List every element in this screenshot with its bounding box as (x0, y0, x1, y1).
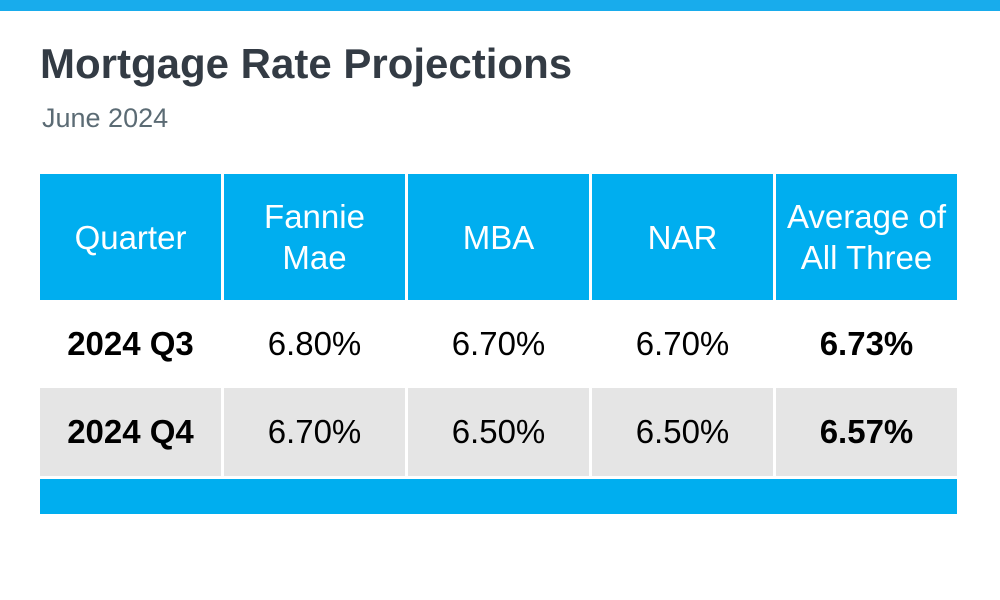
column-header-nar: NAR (592, 174, 773, 300)
cell-mba: 6.50% (408, 388, 589, 476)
cell-fannie-mae: 6.70% (224, 388, 405, 476)
page-title: Mortgage Rate Projections (40, 40, 573, 87)
cell-fannie-mae: 6.80% (224, 300, 405, 388)
cell-nar: 6.70% (592, 300, 773, 388)
table-row-2024-q4: 2024 Q4 6.70% 6.50% 6.50% 6.57% (40, 388, 957, 476)
column-header-fannie-mae: Fannie Mae (224, 174, 405, 300)
table-row-2024-q3: 2024 Q3 6.80% 6.70% 6.70% 6.73% (40, 300, 957, 388)
cell-average: 6.57% (776, 388, 957, 476)
mortgage-rate-projections-table: Quarter Fannie Mae MBA NAR Average of Al… (40, 174, 957, 514)
page-subtitle: June 2024 (42, 103, 169, 133)
cell-mba: 6.70% (408, 300, 589, 388)
cell-quarter: 2024 Q4 (40, 388, 221, 476)
column-header-mba: MBA (408, 174, 589, 300)
column-header-average-of-all-three: Average of All Three (776, 174, 957, 300)
table-header-row: Quarter Fannie Mae MBA NAR Average of Al… (40, 174, 957, 300)
cell-nar: 6.50% (592, 388, 773, 476)
top-accent-bar (0, 0, 1000, 11)
column-header-quarter: Quarter (40, 174, 221, 300)
cell-average: 6.73% (776, 300, 957, 388)
cell-quarter: 2024 Q3 (40, 300, 221, 388)
bottom-accent-bar (40, 479, 957, 514)
